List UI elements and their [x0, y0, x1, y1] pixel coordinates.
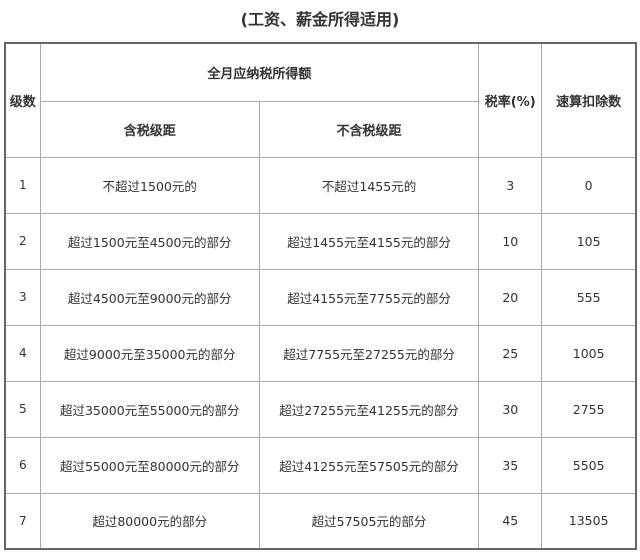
- header-monthly-income: 全月应纳税所得额: [39, 42, 480, 102]
- header-quick-deduction: 速算扣除数: [541, 42, 637, 158]
- cell-tax-excluded: 不超过1455元的: [258, 156, 480, 214]
- cell-quick-deduction: 0: [541, 156, 637, 214]
- cell-level: 3: [4, 268, 41, 326]
- header-level: 级数: [4, 42, 41, 158]
- table-row: 2 超过1500元至4500元的部分 超过1455元至4155元的部分 10 105: [4, 212, 637, 270]
- cell-quick-deduction: 13505: [541, 492, 637, 550]
- cell-tax-included: 不超过1500元的: [39, 156, 260, 214]
- cell-tax-included: 超过4500元至9000元的部分: [39, 268, 260, 326]
- subheader-row: 含税级距 不含税级距: [5, 100, 636, 158]
- table-row: 1 不超过1500元的 不超过1455元的 3 0: [4, 156, 637, 214]
- cell-tax-included: 超过1500元至4500元的部分: [39, 212, 260, 270]
- table-row: 3 超过4500元至9000元的部分 超过4155元至7755元的部分 20 555: [4, 268, 637, 326]
- cell-level: 2: [4, 212, 41, 270]
- cell-quick-deduction: 2755: [541, 380, 637, 438]
- tax-rate-table: 级数 全月应纳税所得额 税率(%) 速算扣除数 含税级距 不含税级距 1 不超过1…: [4, 42, 637, 550]
- cell-level: 4: [4, 324, 41, 382]
- cell-quick-deduction: 105: [541, 212, 637, 270]
- cell-rate: 3: [478, 156, 543, 214]
- cell-quick-deduction: 555: [541, 268, 637, 326]
- cell-level: 7: [4, 492, 41, 550]
- cell-level: 6: [4, 436, 41, 494]
- cell-rate: 30: [478, 380, 543, 438]
- cell-quick-deduction: 1005: [541, 324, 637, 382]
- table-row: 7 超过80000元的部分 超过57505元的部分 45 13505: [4, 492, 637, 550]
- cell-tax-excluded: 超过7755元至27255元的部分: [258, 324, 480, 382]
- table-caption: (工资、薪金所得适用): [240, 10, 400, 29]
- cell-tax-excluded: 超过41255元至57505元的部分: [258, 436, 480, 494]
- cell-tax-excluded: 超过4155元至7755元的部分: [258, 268, 480, 326]
- table-row: 4 超过9000元至35000元的部分 超过7755元至27255元的部分 25 100…: [4, 324, 637, 382]
- table-row: 6 超过55000元至80000元的部分 超过41255元至57505元的部分 35 5…: [4, 436, 637, 494]
- header-rate: 税率(%): [478, 42, 543, 158]
- header-row: 级数 全月应纳税所得额 税率(%) 速算扣除数: [4, 42, 637, 158]
- cell-rate: 45: [478, 492, 543, 550]
- cell-rate: 25: [478, 324, 543, 382]
- cell-tax-excluded: 超过27255元至41255元的部分: [258, 380, 480, 438]
- cell-tax-included: 超过55000元至80000元的部分: [39, 436, 260, 494]
- cell-tax-included: 超过80000元的部分: [39, 492, 260, 550]
- cell-rate: 10: [478, 212, 543, 270]
- cell-tax-included: 超过35000元至55000元的部分: [39, 380, 260, 438]
- cell-tax-excluded: 超过1455元至4155元的部分: [258, 212, 480, 270]
- cell-rate: 20: [478, 268, 543, 326]
- cell-tax-excluded: 超过57505元的部分: [258, 492, 480, 550]
- header-tax-excluded: 不含税级距: [258, 100, 480, 158]
- cell-level: 5: [4, 380, 41, 438]
- cell-level: 1: [4, 156, 41, 214]
- cell-tax-included: 超过9000元至35000元的部分: [39, 324, 260, 382]
- cell-rate: 35: [478, 436, 543, 494]
- cell-quick-deduction: 5505: [541, 436, 637, 494]
- header-tax-included: 含税级距: [39, 100, 260, 158]
- table-row: 5 超过35000元至55000元的部分 超过27255元至41255元的部分 30 2…: [4, 380, 637, 438]
